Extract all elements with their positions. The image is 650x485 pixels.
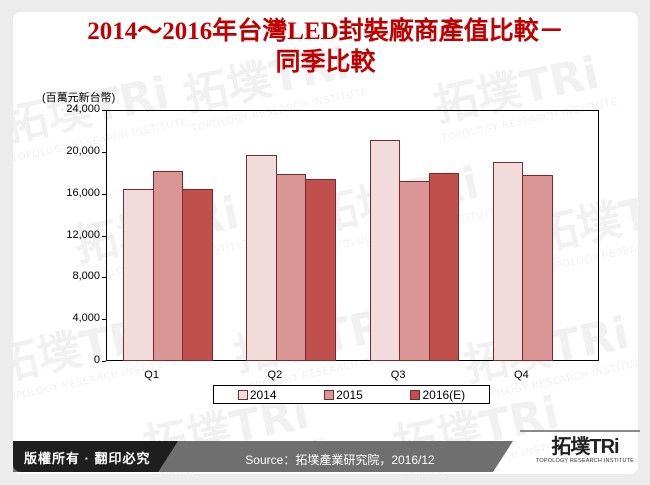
bar-q3-2014	[369, 140, 400, 361]
y-tick	[102, 277, 106, 279]
bar-q4-2015	[522, 174, 553, 361]
y-tick	[102, 235, 106, 237]
y-tick	[102, 110, 106, 111]
bar-q4-2014	[492, 162, 524, 361]
source-text: Source：拓墣產業研究院，2016/12	[245, 453, 435, 467]
bar-q3-2015	[399, 181, 430, 361]
logo-subtitle: TOPOLOGY RESEARCH INSTITUTE	[535, 458, 635, 464]
legend-label: 2014	[249, 387, 277, 402]
legend-item-2015: 2015	[324, 388, 363, 402]
legend-swatch-icon	[410, 389, 421, 400]
y-tick-label: 4,000	[72, 312, 100, 325]
logo-divider	[520, 430, 640, 432]
y-tick	[102, 319, 106, 321]
bar-q1-2016e	[182, 189, 213, 361]
tri-logo: 拓墣TRi TOPOLOGY RESEARCH INSTITUTE	[535, 436, 635, 464]
x-tick-label: Q2	[267, 369, 283, 381]
copyright-band	[13, 441, 178, 472]
x-tick-label: Q3	[390, 369, 406, 381]
logo-mark: 拓墣TRi	[551, 436, 619, 458]
title-line-1: 2014～2016年台灣LED封裝廠商產值比較－	[87, 18, 564, 45]
legend-label: 2015	[336, 387, 363, 402]
y-tick-label: 8,000	[72, 270, 100, 283]
plot-area	[106, 110, 599, 361]
y-tick-label: 0	[93, 354, 100, 366]
y-tick-label: 24,000	[66, 103, 100, 115]
bar-q2-2014	[246, 154, 277, 361]
chart-title: 2014～2016年台灣LED封裝廠商產值比較－ 同季比較	[13, 16, 638, 78]
legend-item-2014: 2014	[237, 387, 277, 402]
y-tick	[102, 193, 106, 195]
y-tick	[102, 361, 106, 362]
y-tick-label: 20,000	[66, 144, 100, 157]
legend-swatch-icon	[237, 389, 248, 400]
legend-label: 2016(E)	[422, 387, 466, 402]
bar-q1-2015	[152, 170, 183, 361]
bar-q3-2016e	[428, 172, 459, 361]
y-axis-unit-label: (百萬元新台幣)	[42, 92, 116, 104]
bar-q2-2016e	[305, 179, 336, 361]
y-tick-label: 16,000	[66, 186, 100, 199]
y-tick-label: 12,000	[66, 228, 100, 241]
x-tick-label: Q4	[514, 369, 529, 381]
bar-q1-2014	[123, 189, 154, 361]
title-line-2: 同季比較	[275, 49, 376, 76]
legend-item-2016e: 2016(E)	[410, 388, 465, 402]
bar-q2-2015	[275, 173, 307, 361]
y-tick	[102, 151, 106, 153]
legend: 2014 2015 2016(E)	[213, 385, 490, 404]
x-tick-label: Q1	[144, 369, 159, 381]
legend-swatch-icon	[324, 389, 335, 400]
copyright-text: 版權所有 · 翻印必究	[24, 451, 151, 466]
